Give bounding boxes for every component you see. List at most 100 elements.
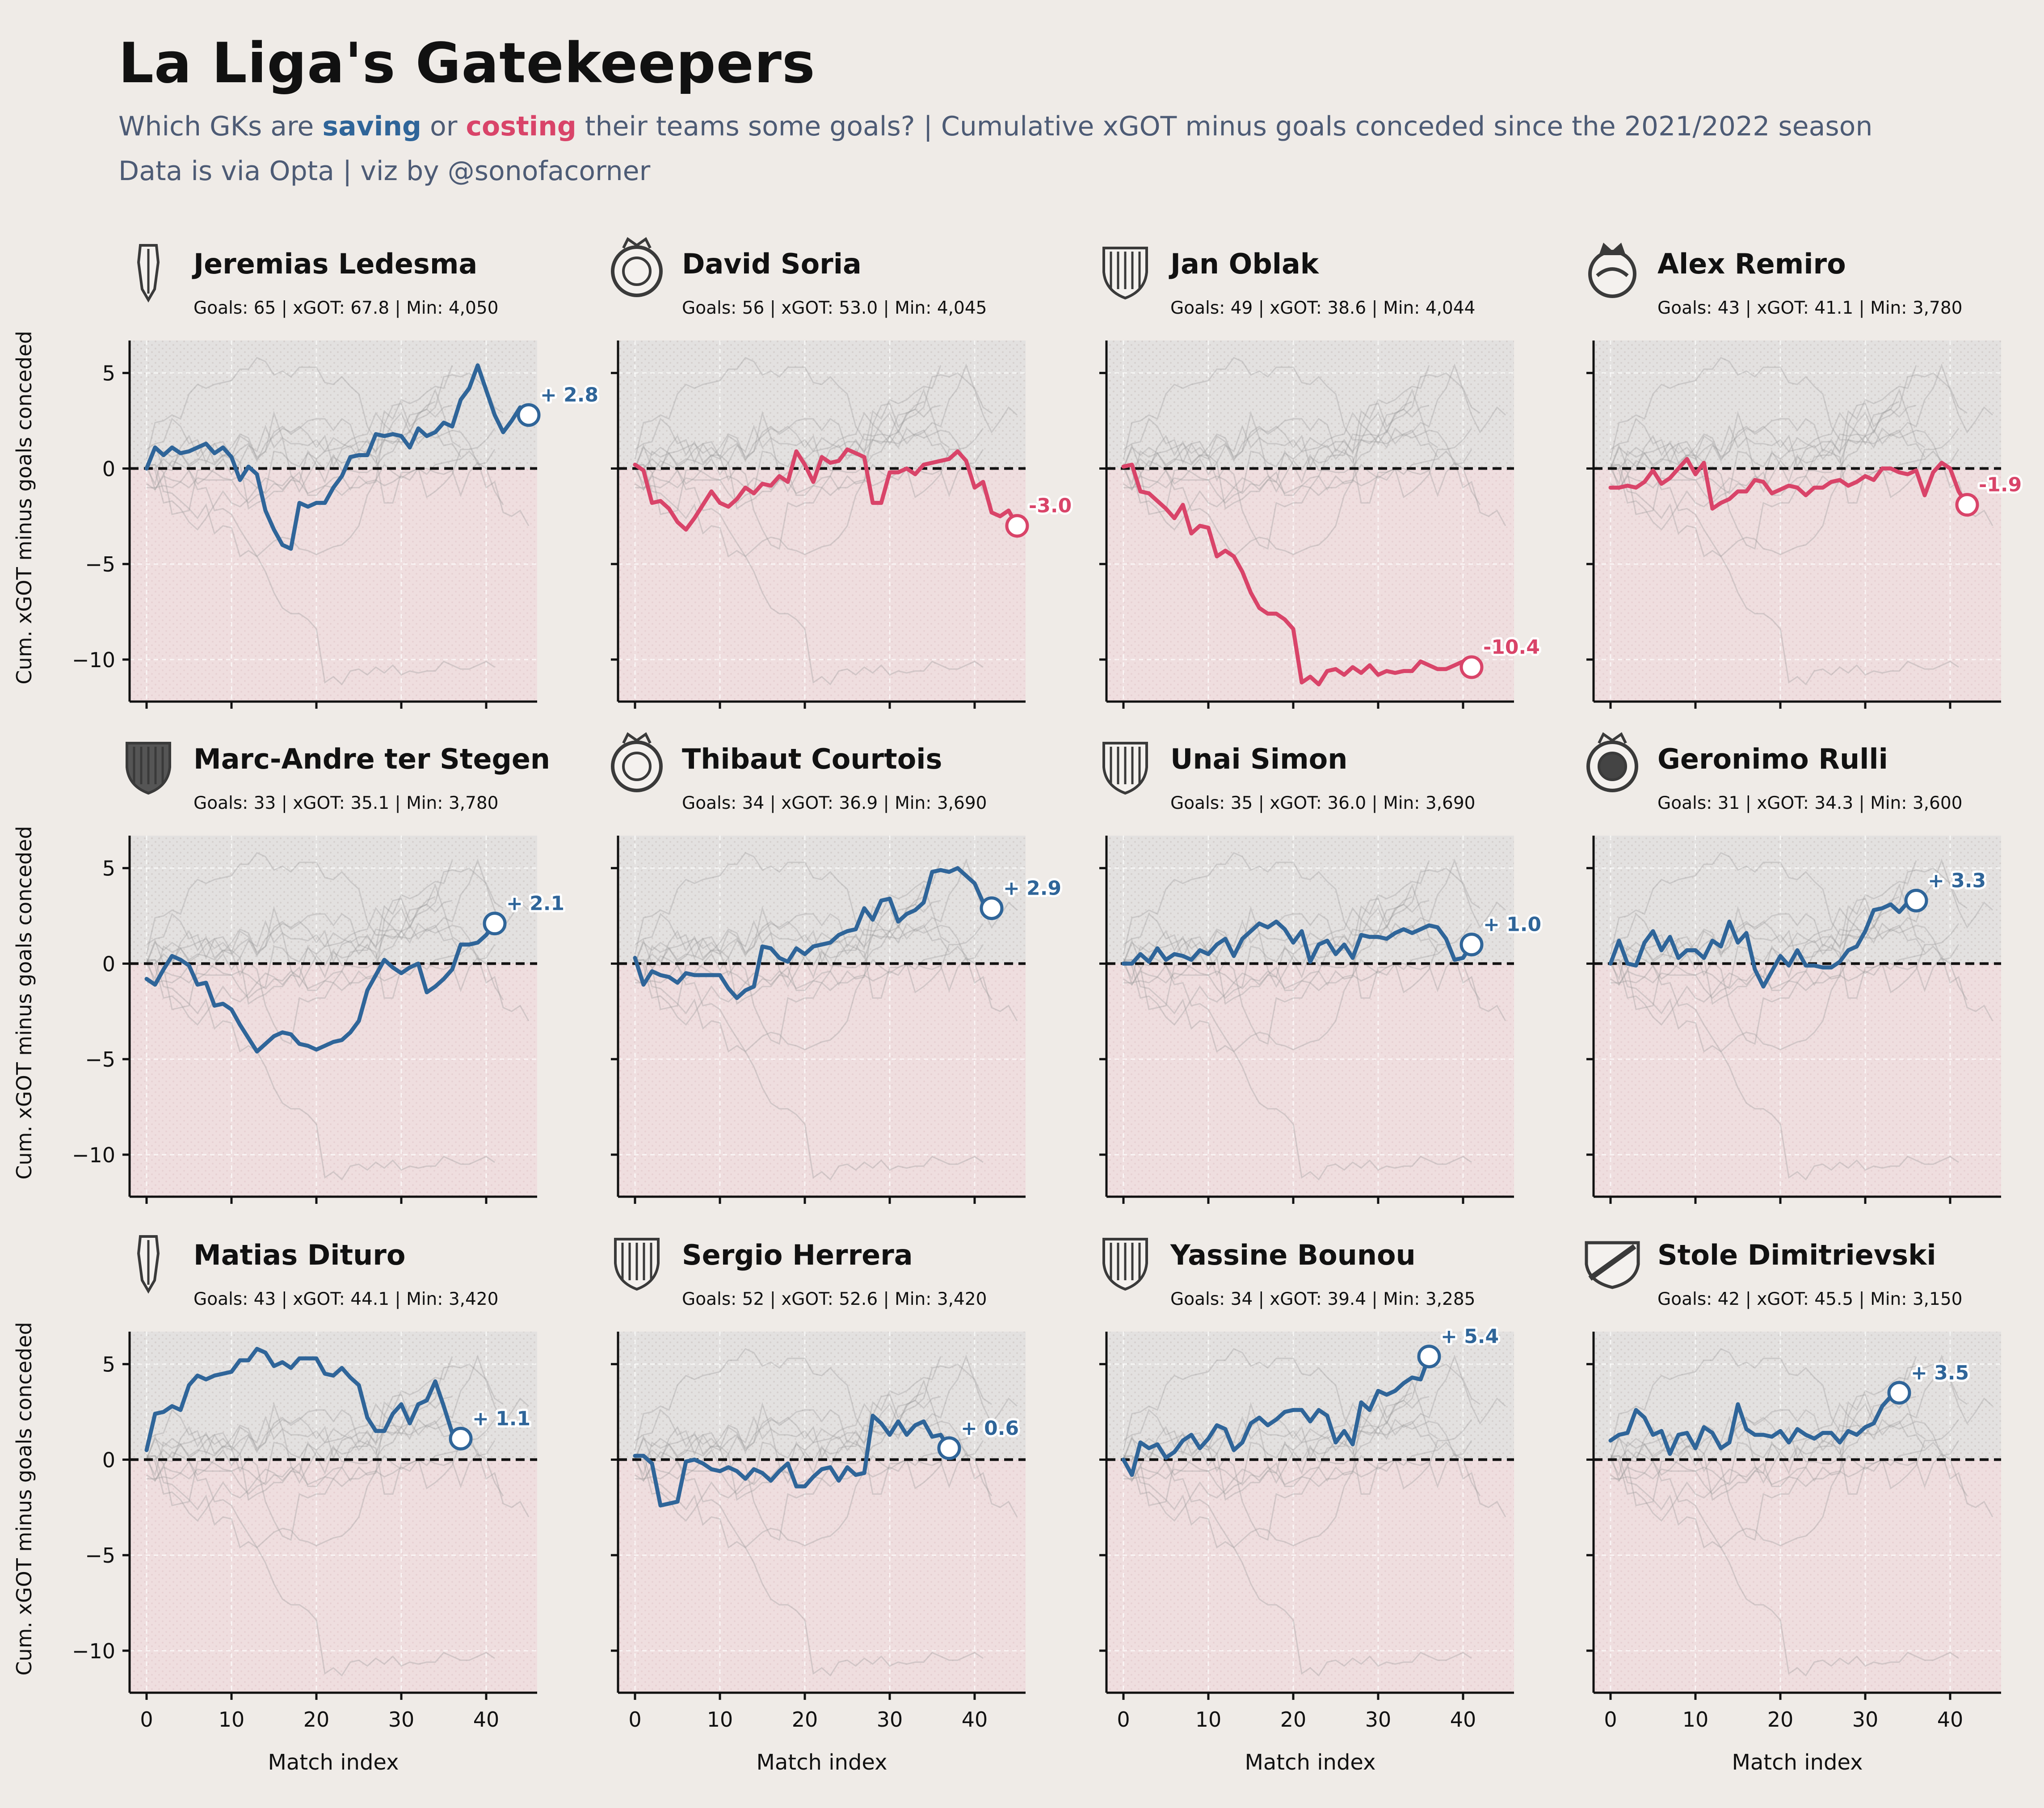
ghost-line-6: [146, 1363, 504, 1495]
ghost-line-4: [635, 458, 993, 510]
ghost-line-6: [1123, 867, 1480, 999]
ghost-line-4: [147, 458, 504, 510]
ghost-line-7: [147, 1417, 496, 1460]
ghost-line-7: [635, 1417, 984, 1460]
ghost-line-10: [147, 423, 462, 515]
ghost-line-3: [1610, 959, 1959, 1181]
positive-area-texture: [618, 1332, 1026, 1460]
ghost-line-7: [635, 425, 984, 469]
ghost-line-4: [1611, 953, 1968, 1005]
y-tick-label: −5: [85, 1543, 115, 1568]
end-point: [1459, 933, 1484, 957]
ghost-line-10: [147, 918, 462, 1010]
panel-11: + 5.4 0 10 20 30 40 Match index Yassine Bounou G…: [1099, 1238, 1514, 1775]
ghost-line-5: [1610, 1419, 1960, 1549]
y-tick-label: 5: [102, 362, 115, 386]
ghost-line-2: [1123, 448, 1506, 531]
ghost-line-4: [1611, 1449, 1968, 1501]
ghost-line-8: [1123, 900, 1430, 988]
ghost-line-1: [634, 363, 1018, 550]
x-axis-label: Match index: [1245, 1750, 1375, 1775]
ghost-line-3: [1123, 959, 1472, 1181]
series-line: [1608, 457, 1969, 511]
rayo-crest-icon: [1585, 1241, 1640, 1289]
x-tick-label: 10: [1195, 1707, 1222, 1732]
x-tick-label: 30: [1365, 1707, 1392, 1732]
ghost-line-12: [1610, 401, 1900, 465]
ghost-line-9: [146, 357, 461, 459]
ghost-line-10: [635, 423, 950, 515]
x-tick-label: 20: [1280, 1707, 1307, 1732]
ghost-line-9: [1123, 1348, 1438, 1451]
ghost-line-12: [635, 401, 924, 465]
ghost-line-5: [1123, 428, 1472, 558]
ghost-line-12: [146, 401, 436, 465]
y-tick-label: 5: [102, 1353, 115, 1377]
series-line: [633, 866, 994, 1000]
y-tick-label: 0: [102, 1448, 115, 1472]
player-stats: Goals: 42 | xGOT: 45.5 | Min: 3,150: [1657, 1289, 1962, 1309]
panel-10: + 0.6 0 10 20 30 40 Match index Sergio Herrera G…: [611, 1238, 1026, 1775]
ghost-line-1: [146, 858, 530, 1045]
y-tick-label: 0: [102, 952, 115, 976]
end-label: -10.4: [1483, 636, 1540, 659]
end-point: [1005, 514, 1029, 538]
sevilla-crest-icon: [1102, 1238, 1148, 1291]
positive-area-texture: [1594, 836, 2001, 964]
x-tick-label: 20: [1767, 1707, 1794, 1732]
ghost-line-9: [1610, 852, 1925, 954]
ghost-line-12: [635, 896, 924, 960]
negative-area-texture: [1594, 468, 2001, 702]
end-point: [449, 1426, 473, 1451]
player-stats: Goals: 43 | xGOT: 44.1 | Min: 3,420: [193, 1289, 498, 1309]
ghost-line-3: [1123, 1455, 1472, 1677]
player-name: Stole Dimitrievski: [1657, 1239, 1936, 1271]
end-point: [517, 403, 541, 427]
ghost-line-6: [146, 372, 504, 504]
subtitle-prefix: Which GKs are: [118, 111, 323, 142]
panel-7: + 1.0 Unai Simon Goals: 35 | xGOT: 36.0 | …: [1099, 742, 1544, 1204]
panel-8: + 3.3 Geronimo Rulli Goals: 31 | xGOT: 34.…: [1586, 732, 2001, 1204]
x-tick-label: 10: [219, 1707, 245, 1732]
ghost-line-8: [634, 900, 941, 988]
player-stats: Goals: 52 | xGOT: 52.6 | Min: 3,420: [682, 1289, 987, 1309]
x-tick-label: 40: [1937, 1707, 1964, 1732]
ghost-line-8: [634, 1396, 941, 1484]
ghost-line-2: [635, 943, 1018, 1026]
ghost-line-12: [146, 1392, 436, 1456]
end-point: [483, 912, 507, 936]
ghost-line-8: [1123, 1396, 1430, 1484]
ghost-line-1: [634, 1354, 1018, 1541]
positive-area-texture: [1594, 341, 2001, 469]
chart-credit: Data is via Opta | viz by @sonofacorner: [118, 156, 651, 187]
series-line: [633, 1413, 951, 1508]
panel-2: -3.0 David Soria Goals: 56 | xGOT: 53.0 | …: [611, 237, 1074, 709]
series-line: [1121, 463, 1474, 686]
ghost-line-3: [1610, 464, 1959, 685]
panel-12: + 3.5 0 10 20 30 40 Match index Stole Dimitriev…: [1585, 1239, 2001, 1775]
player-name: Jan Oblak: [1169, 248, 1320, 280]
ghost-line-10: [1611, 423, 1926, 515]
player-name: Marc-Andre ter Stegen: [193, 743, 550, 775]
y-tick-label: −5: [85, 552, 115, 576]
ghost-line-11: [1123, 365, 1430, 486]
atletico-crest-icon: [1102, 247, 1148, 300]
x-tick-label: 10: [1682, 1707, 1709, 1732]
x-axis-label: Match index: [1732, 1750, 1863, 1775]
ghost-line-7: [635, 921, 984, 964]
end-point: [1459, 655, 1484, 679]
x-tick-label: 40: [1450, 1707, 1476, 1732]
player-stats: Goals: 49 | xGOT: 38.6 | Min: 4,044: [1170, 298, 1475, 318]
x-tick-label: 0: [140, 1707, 153, 1732]
ghost-line-8: [146, 900, 453, 988]
ghost-line-6: [1610, 867, 1968, 999]
end-label: + 3.3: [1928, 869, 1986, 892]
ghost-line-8: [634, 404, 941, 493]
series-line: [1608, 1391, 1901, 1456]
end-point: [1955, 493, 1979, 517]
ghost-line-10: [1123, 918, 1438, 1010]
x-tick-label: 0: [1117, 1707, 1130, 1732]
panel-3: -10.4 Jan Oblak Goals: 49 | xGOT: 38.6 | M…: [1099, 247, 1542, 709]
ghost-line-9: [146, 852, 461, 954]
barcelona-crest-icon: [126, 742, 171, 795]
